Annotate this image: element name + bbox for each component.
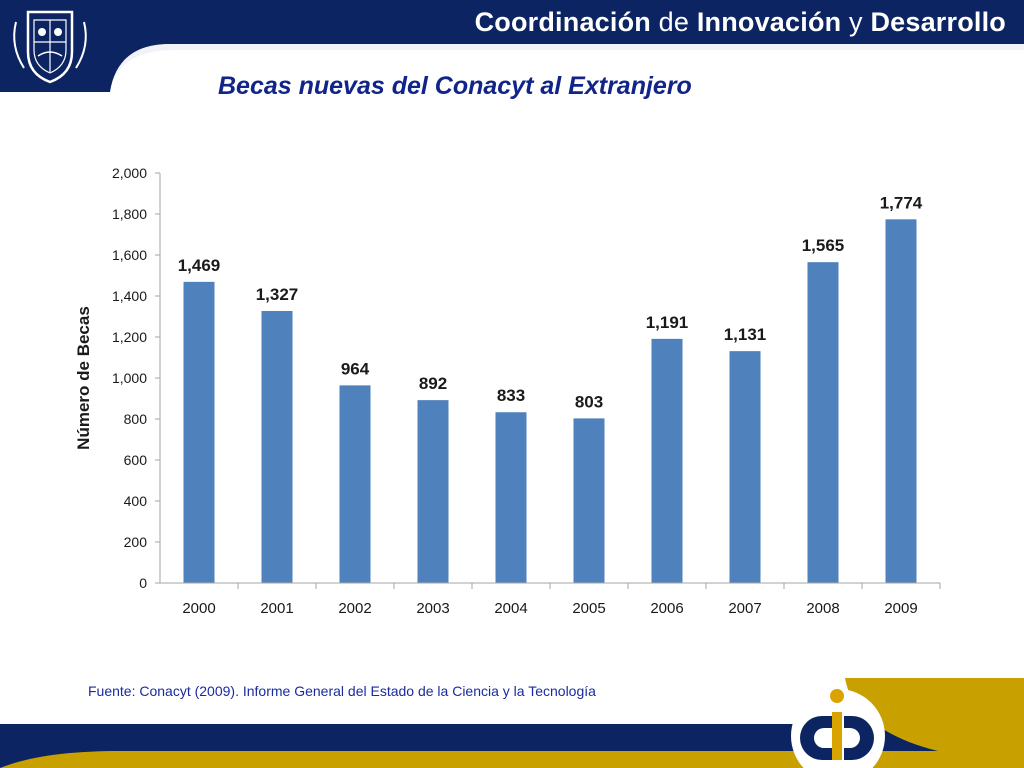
- value-label-2008: 1,565: [802, 236, 845, 255]
- bar-chart: Número de Becas 0 200 400 600 800 1,000 1,200 1…: [74, 165, 941, 617]
- y-tick-label: 2,000: [112, 165, 147, 181]
- org-connector-2: y: [849, 7, 863, 37]
- value-label-2000: 1,469: [178, 256, 221, 275]
- footer-band: [0, 678, 1024, 768]
- x-tick-label: 2004: [494, 600, 527, 617]
- y-tick-label: 1,200: [112, 329, 147, 345]
- unam-shield-logo: [2, 2, 98, 90]
- x-tick-label: 2001: [260, 600, 293, 617]
- x-tick-label: 2005: [572, 600, 605, 617]
- header-band: [0, 0, 1024, 92]
- value-label-2006: 1,191: [646, 313, 689, 332]
- org-connector-1: de: [658, 7, 690, 37]
- bar-2003: [417, 400, 449, 583]
- bar-2008: [807, 262, 839, 583]
- value-label-2001: 1,327: [256, 285, 299, 304]
- y-tick-label: 400: [124, 493, 148, 509]
- y-tick-label: 600: [124, 452, 148, 468]
- x-tick-label: 2009: [884, 600, 917, 617]
- y-tick-label: 0: [139, 575, 147, 591]
- y-tick-label: 1,000: [112, 370, 147, 386]
- cid-logo: [791, 689, 885, 768]
- x-tick-label: 2006: [650, 600, 683, 617]
- value-label-2003: 892: [419, 374, 447, 393]
- value-labels: 1,469 1,327 964 892 833 803 1,191 1,131 1,565 1,7…: [178, 193, 923, 411]
- org-word-1: Coordinación: [474, 7, 651, 37]
- bar-2009: [885, 219, 917, 583]
- value-label-2007: 1,131: [724, 325, 767, 344]
- bar-2005: [573, 418, 605, 583]
- value-label-2009: 1,774: [880, 193, 923, 212]
- bar-2000: [183, 281, 215, 583]
- x-tick-label: 2008: [806, 600, 839, 617]
- value-label-2005: 803: [575, 392, 603, 411]
- org-word-2: Innovación: [696, 7, 842, 37]
- value-label-2004: 833: [497, 386, 525, 405]
- y-tick-label: 800: [124, 411, 148, 427]
- x-tick-label: 2007: [728, 600, 761, 617]
- x-tick-label: 2000: [182, 600, 215, 617]
- y-axis-title: Número de Becas: [74, 306, 93, 450]
- bars: [183, 219, 917, 583]
- value-label-2002: 964: [341, 359, 370, 378]
- x-tick-label: 2003: [416, 600, 449, 617]
- bar-2004: [495, 412, 527, 583]
- y-tick-label: 1,600: [112, 247, 147, 263]
- org-word-3: Desarrollo: [870, 7, 1006, 37]
- bar-2001: [261, 310, 293, 583]
- y-tick-label: 200: [124, 534, 148, 550]
- source-note: Fuente: Conacyt (2009). Informe General …: [88, 683, 596, 699]
- x-axis-ticks: 2000 2001 2002 2003 2004 2005 2006 2007 2008 2009: [182, 583, 941, 617]
- bar-2007: [729, 351, 761, 583]
- bar-2002: [339, 385, 371, 583]
- bar-2006: [651, 338, 683, 583]
- y-axis-ticks: 0 200 400 600 800 1,000 1,200 1,400 1,600 1,800 2,…: [112, 165, 160, 591]
- organization-name: Coordinación de Innovación y Desarrollo: [475, 2, 1006, 42]
- y-tick-label: 1,400: [112, 288, 147, 304]
- y-tick-label: 1,800: [112, 206, 147, 222]
- x-tick-label: 2002: [338, 600, 371, 617]
- slide-title: Becas nuevas del Conacyt al Extranjero: [218, 72, 692, 100]
